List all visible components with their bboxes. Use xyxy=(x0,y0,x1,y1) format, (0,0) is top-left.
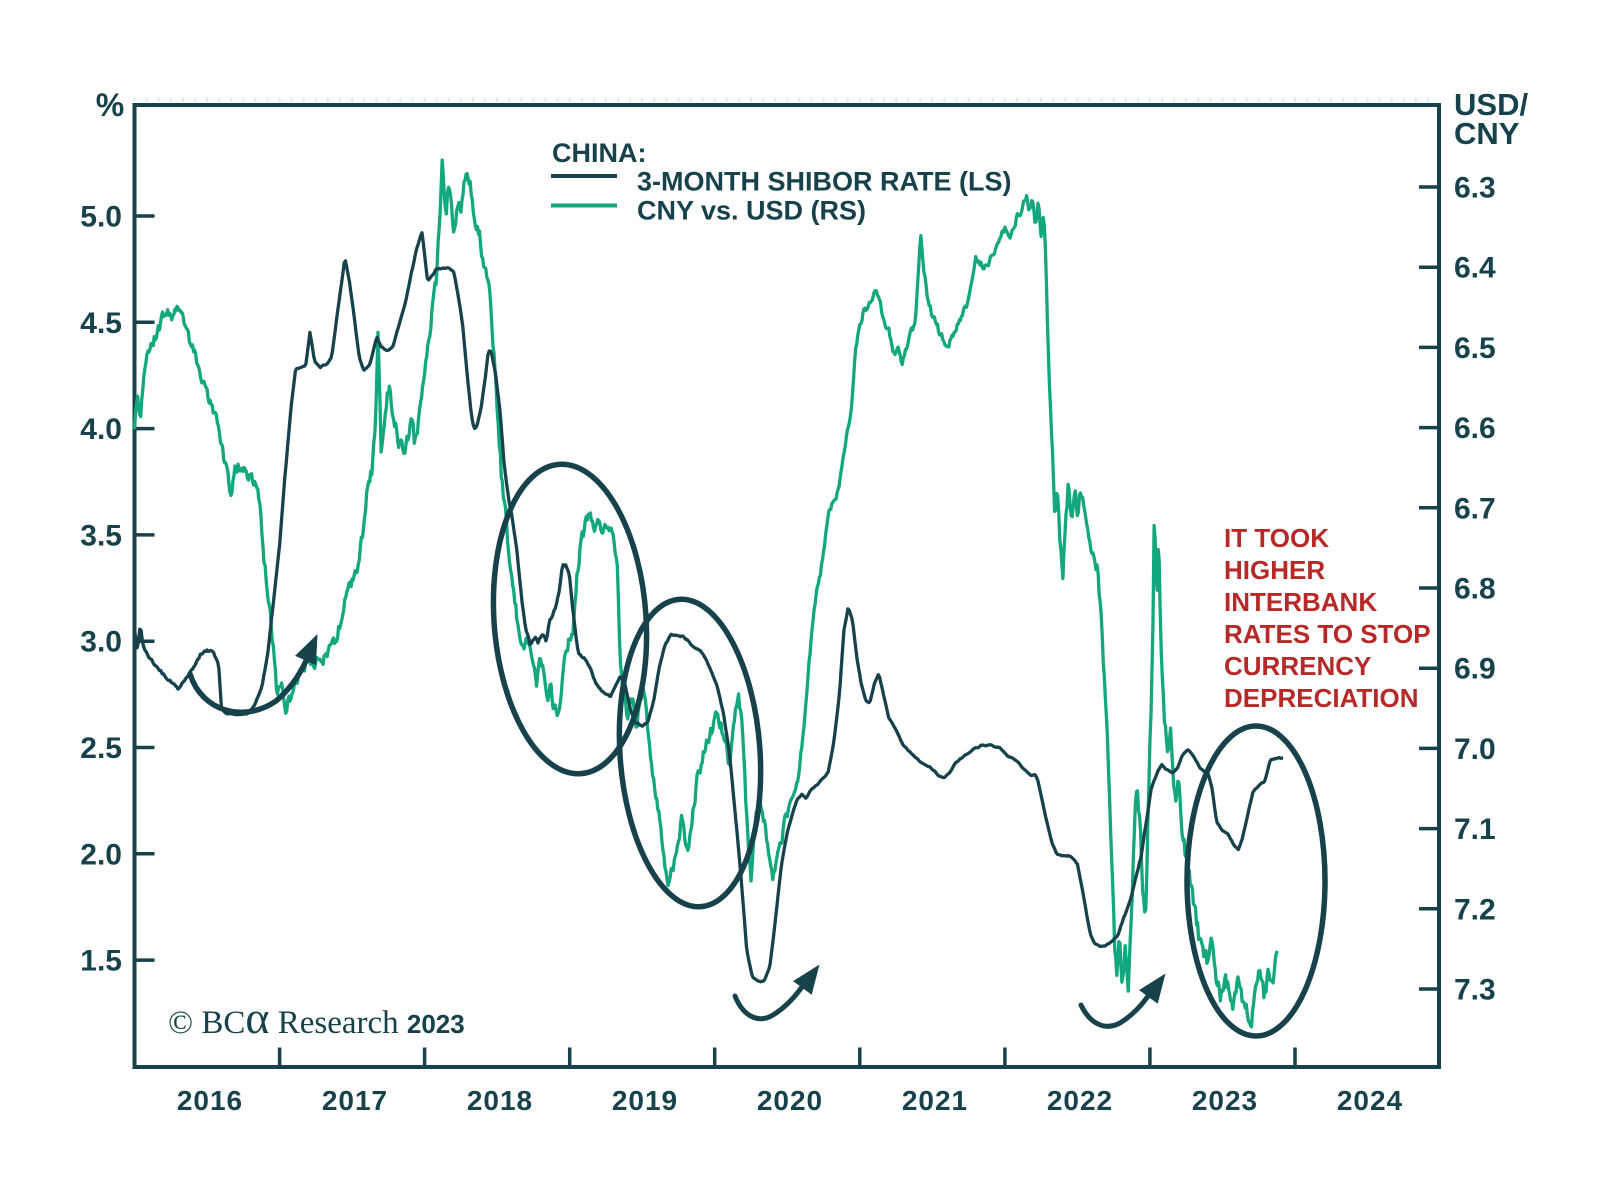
svg-text:2.0: 2.0 xyxy=(80,838,122,871)
svg-text:6.6: 6.6 xyxy=(1454,412,1496,445)
svg-text:2.5: 2.5 xyxy=(80,732,122,765)
svg-text:%: % xyxy=(96,87,124,123)
svg-text:7.3: 7.3 xyxy=(1454,974,1496,1007)
svg-text:CHINA:: CHINA: xyxy=(552,138,647,168)
svg-text:INTERBANK: INTERBANK xyxy=(1224,587,1377,617)
svg-text:6.5: 6.5 xyxy=(1454,332,1496,365)
svg-text:4.0: 4.0 xyxy=(80,413,122,446)
svg-text:2019: 2019 xyxy=(612,1085,678,1116)
svg-text:4.5: 4.5 xyxy=(80,307,122,340)
svg-text:RATES TO STOP: RATES TO STOP xyxy=(1224,619,1431,649)
svg-text:7.1: 7.1 xyxy=(1454,813,1496,846)
svg-text:CNY vs. USD (RS): CNY vs. USD (RS) xyxy=(637,196,866,226)
svg-text:2017: 2017 xyxy=(322,1085,388,1116)
svg-text:© BCα Research 2023: © BCα Research 2023 xyxy=(168,992,465,1043)
svg-text:IT TOOK: IT TOOK xyxy=(1224,523,1329,553)
svg-text:2021: 2021 xyxy=(902,1085,968,1116)
svg-text:6.3: 6.3 xyxy=(1454,172,1496,205)
svg-text:CNY: CNY xyxy=(1454,116,1520,151)
svg-text:5.0: 5.0 xyxy=(80,201,122,234)
svg-text:2018: 2018 xyxy=(467,1085,533,1116)
svg-text:6.8: 6.8 xyxy=(1454,573,1496,606)
svg-text:7.0: 7.0 xyxy=(1454,733,1496,766)
svg-text:3.0: 3.0 xyxy=(80,626,122,659)
svg-text:6.9: 6.9 xyxy=(1454,653,1496,686)
svg-text:CURRENCY: CURRENCY xyxy=(1224,651,1371,681)
svg-text:HIGHER: HIGHER xyxy=(1224,555,1325,585)
svg-text:2016: 2016 xyxy=(177,1085,243,1116)
svg-text:1.5: 1.5 xyxy=(80,945,122,978)
svg-text:2020: 2020 xyxy=(757,1085,823,1116)
svg-text:6.4: 6.4 xyxy=(1454,252,1496,285)
svg-text:2022: 2022 xyxy=(1047,1085,1113,1116)
svg-text:2023: 2023 xyxy=(1192,1085,1258,1116)
svg-text:3-MONTH SHIBOR RATE (LS): 3-MONTH SHIBOR RATE (LS) xyxy=(637,167,1011,197)
svg-text:2024: 2024 xyxy=(1337,1085,1403,1116)
svg-text:USD/: USD/ xyxy=(1454,87,1528,122)
svg-text:3.5: 3.5 xyxy=(80,519,122,552)
svg-text:6.7: 6.7 xyxy=(1454,492,1496,525)
svg-text:7.2: 7.2 xyxy=(1454,893,1496,926)
svg-text:DEPRECIATION: DEPRECIATION xyxy=(1224,683,1419,713)
